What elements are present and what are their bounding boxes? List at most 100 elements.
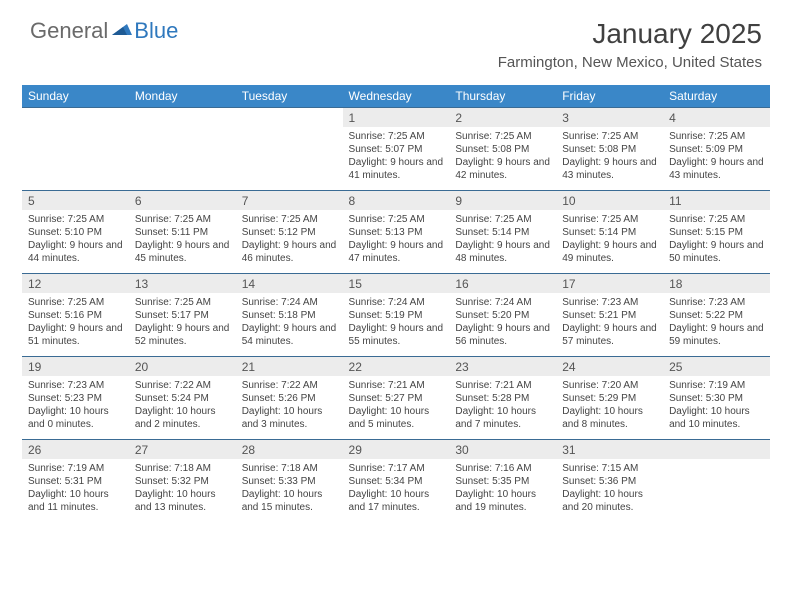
day-number-cell: 19 — [22, 357, 129, 377]
day-number-row: 567891011 — [22, 191, 770, 211]
daylight-text: Daylight: 10 hours and 2 minutes. — [135, 405, 230, 431]
sunset-text: Sunset: 5:23 PM — [28, 392, 123, 405]
day-info-cell: Sunrise: 7:16 AMSunset: 5:35 PMDaylight:… — [449, 459, 556, 522]
day-info-cell: Sunrise: 7:15 AMSunset: 5:36 PMDaylight:… — [556, 459, 663, 522]
weekday-header: Friday — [556, 85, 663, 108]
sunset-text: Sunset: 5:13 PM — [349, 226, 444, 239]
day-number-cell: 8 — [343, 191, 450, 211]
daylight-text: Daylight: 10 hours and 8 minutes. — [562, 405, 657, 431]
day-info-cell: Sunrise: 7:20 AMSunset: 5:29 PMDaylight:… — [556, 376, 663, 440]
sunset-text: Sunset: 5:26 PM — [242, 392, 337, 405]
sunset-text: Sunset: 5:32 PM — [135, 475, 230, 488]
day-info-cell: Sunrise: 7:25 AMSunset: 5:14 PMDaylight:… — [556, 210, 663, 274]
sunrise-text: Sunrise: 7:25 AM — [562, 130, 657, 143]
logo-text-general: General — [30, 18, 108, 44]
sunrise-text: Sunrise: 7:25 AM — [28, 296, 123, 309]
day-number-cell: 12 — [22, 274, 129, 294]
daylight-text: Daylight: 9 hours and 56 minutes. — [455, 322, 550, 348]
day-number-cell — [663, 440, 770, 460]
calendar-body: 1234Sunrise: 7:25 AMSunset: 5:07 PMDayli… — [22, 108, 770, 523]
sunrise-text: Sunrise: 7:25 AM — [135, 296, 230, 309]
day-info-row: Sunrise: 7:25 AMSunset: 5:10 PMDaylight:… — [22, 210, 770, 274]
day-number-cell: 14 — [236, 274, 343, 294]
sunrise-text: Sunrise: 7:23 AM — [562, 296, 657, 309]
sunrise-text: Sunrise: 7:25 AM — [349, 213, 444, 226]
weekday-header: Tuesday — [236, 85, 343, 108]
day-info-cell: Sunrise: 7:25 AMSunset: 5:16 PMDaylight:… — [22, 293, 129, 357]
sunset-text: Sunset: 5:27 PM — [349, 392, 444, 405]
sunrise-text: Sunrise: 7:16 AM — [455, 462, 550, 475]
sunset-text: Sunset: 5:28 PM — [455, 392, 550, 405]
sunset-text: Sunset: 5:11 PM — [135, 226, 230, 239]
day-info-cell: Sunrise: 7:19 AMSunset: 5:31 PMDaylight:… — [22, 459, 129, 522]
calendar-table: SundayMondayTuesdayWednesdayThursdayFrid… — [22, 85, 770, 522]
sunset-text: Sunset: 5:10 PM — [28, 226, 123, 239]
day-number-cell: 13 — [129, 274, 236, 294]
day-info-cell: Sunrise: 7:25 AMSunset: 5:07 PMDaylight:… — [343, 127, 450, 191]
day-number-cell: 26 — [22, 440, 129, 460]
day-info-row: Sunrise: 7:25 AMSunset: 5:16 PMDaylight:… — [22, 293, 770, 357]
day-info-cell: Sunrise: 7:24 AMSunset: 5:19 PMDaylight:… — [343, 293, 450, 357]
sunset-text: Sunset: 5:17 PM — [135, 309, 230, 322]
day-info-cell: Sunrise: 7:25 AMSunset: 5:10 PMDaylight:… — [22, 210, 129, 274]
sunset-text: Sunset: 5:24 PM — [135, 392, 230, 405]
day-number-cell: 22 — [343, 357, 450, 377]
day-info-cell: Sunrise: 7:17 AMSunset: 5:34 PMDaylight:… — [343, 459, 450, 522]
weekday-header: Sunday — [22, 85, 129, 108]
sunset-text: Sunset: 5:36 PM — [562, 475, 657, 488]
sunrise-text: Sunrise: 7:23 AM — [669, 296, 764, 309]
day-info-row: Sunrise: 7:25 AM Sunset: 5:07 PMDaylight:… — [22, 127, 770, 191]
day-info-cell: Sunrise: 7:24 AMSunset: 5:20 PMDaylight:… — [449, 293, 556, 357]
sunrise-text: Sunrise: 7:24 AM — [349, 296, 444, 309]
sunset-text: Sunset: 5:07 PM — [349, 143, 444, 156]
day-info-cell: Sunrise: 7:25 AMSunset: 5:17 PMDaylight:… — [129, 293, 236, 357]
sunrise-text: Sunrise: 7:23 AM — [28, 379, 123, 392]
sunrise-text: Sunrise: 7:25 AM — [242, 213, 337, 226]
daylight-text: Daylight: 9 hours and 57 minutes. — [562, 322, 657, 348]
day-number-cell: 20 — [129, 357, 236, 377]
day-info-cell — [236, 127, 343, 191]
sunset-text: Sunset: 5:14 PM — [455, 226, 550, 239]
daylight-text: Daylight: 9 hours and 44 minutes. — [28, 239, 123, 265]
daylight-text: Daylight: 9 hours and 49 minutes. — [562, 239, 657, 265]
daylight-text: Daylight: 10 hours and 3 minutes. — [242, 405, 337, 431]
day-info-cell: Sunrise: 7:22 AMSunset: 5:24 PMDaylight:… — [129, 376, 236, 440]
daylight-text: Daylight: 10 hours and 10 minutes. — [669, 405, 764, 431]
daylight-text: Daylight: 9 hours and 51 minutes. — [28, 322, 123, 348]
daylight-text: Daylight: 10 hours and 7 minutes. — [455, 405, 550, 431]
day-info-cell: Sunrise: 7:25 AMSunset: 5:12 PMDaylight:… — [236, 210, 343, 274]
sunset-text: Sunset: 5:35 PM — [455, 475, 550, 488]
daylight-text: Daylight: 9 hours and 41 minutes. — [349, 156, 444, 182]
sunrise-text: Sunrise: 7:25 AM — [669, 130, 764, 143]
daylight-text: Daylight: 9 hours and 47 minutes. — [349, 239, 444, 265]
sunrise-text: Sunrise: 7:15 AM — [562, 462, 657, 475]
day-number-row: 12131415161718 — [22, 274, 770, 294]
day-number-row: 262728293031 — [22, 440, 770, 460]
sunset-text: Sunset: 5:22 PM — [669, 309, 764, 322]
sunrise-text: Sunrise: 7:19 AM — [669, 379, 764, 392]
day-number-cell: 4 — [663, 108, 770, 128]
day-number-cell: 3 — [556, 108, 663, 128]
day-number-cell: 24 — [556, 357, 663, 377]
weekday-header: Thursday — [449, 85, 556, 108]
day-info-row: Sunrise: 7:23 AMSunset: 5:23 PM Daylight:… — [22, 376, 770, 440]
daylight-text: Daylight: 9 hours and 54 minutes. — [242, 322, 337, 348]
day-info-cell: Sunrise: 7:23 AMSunset: 5:22 PMDaylight:… — [663, 293, 770, 357]
sunrise-text: Sunrise: 7:17 AM — [349, 462, 444, 475]
sunrise-text: Sunrise: 7:21 AM — [455, 379, 550, 392]
sunrise-text: Sunrise: 7:25 AM — [455, 213, 550, 226]
sunrise-text: Sunrise: 7:22 AM — [135, 379, 230, 392]
daylight-text: Daylight: 10 hours and 19 minutes. — [455, 488, 550, 514]
header: General Blue January 2025 Farmington, Ne… — [0, 0, 792, 79]
sunrise-text: Sunrise: 7:24 AM — [242, 296, 337, 309]
day-number-cell — [22, 108, 129, 128]
day-info-cell — [663, 459, 770, 522]
sunrise-text: Sunrise: 7:25 AM — [562, 213, 657, 226]
daylight-text: Daylight: 10 hours and 5 minutes. — [349, 405, 444, 431]
day-info-cell: Sunrise: 7:22 AMSunset: 5:26 PMDaylight:… — [236, 376, 343, 440]
daylight-text: Daylight: 10 hours and 11 minutes. — [28, 488, 123, 514]
day-info-row: Sunrise: 7:19 AMSunset: 5:31 PMDaylight:… — [22, 459, 770, 522]
sunset-text: Sunset: 5:08 PM — [455, 143, 550, 156]
sunrise-text: Sunrise: 7:18 AM — [242, 462, 337, 475]
month-title: January 2025 — [498, 18, 762, 50]
